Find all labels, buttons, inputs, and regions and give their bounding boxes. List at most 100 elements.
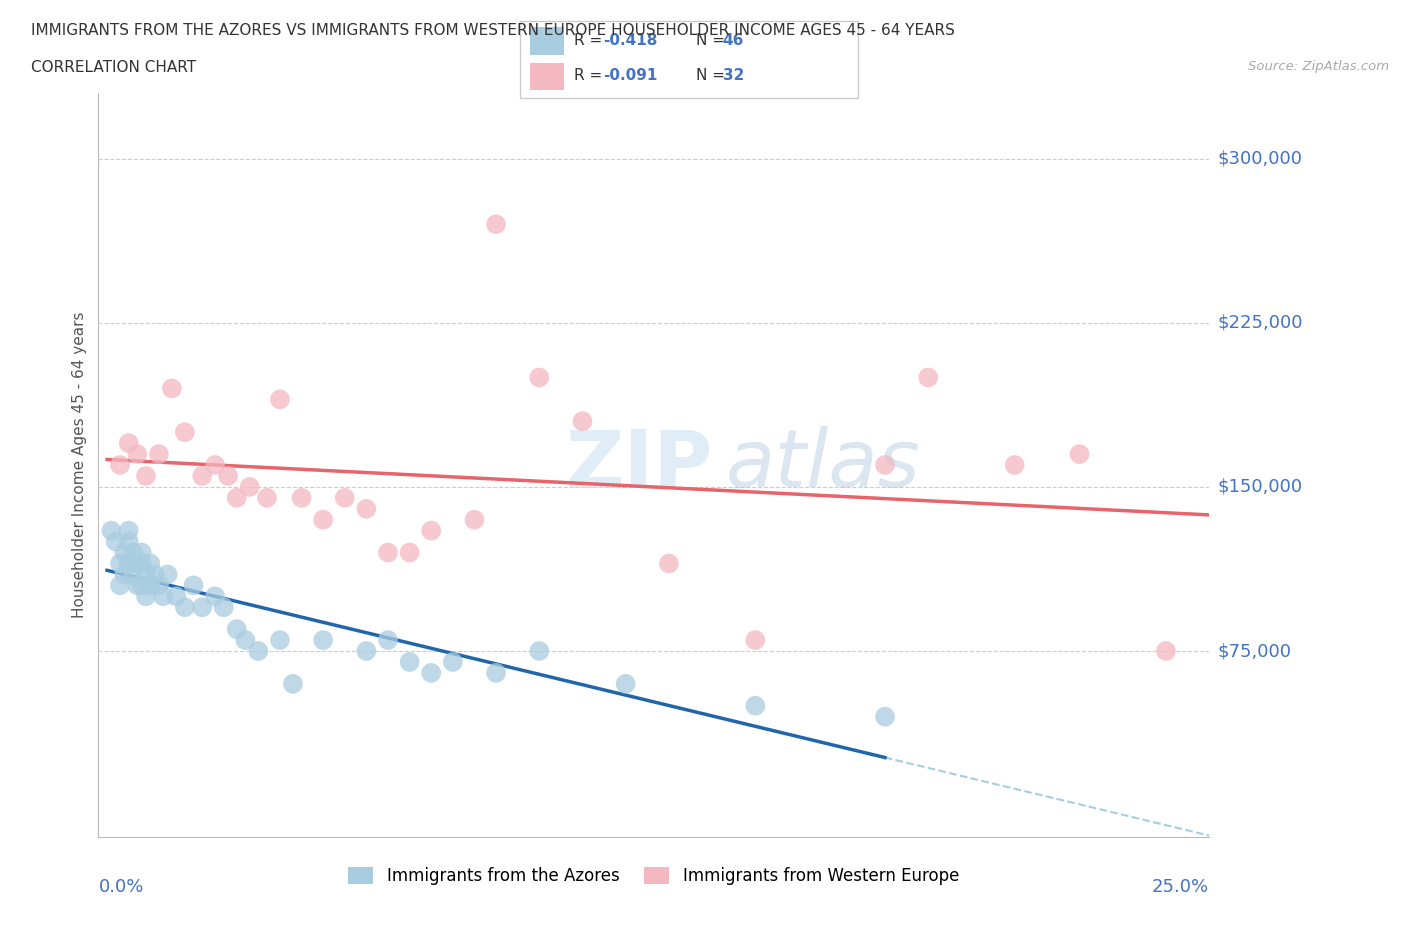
Point — [212, 600, 235, 615]
Point — [131, 545, 153, 560]
Point — [191, 600, 214, 615]
Point — [485, 666, 508, 681]
Text: N =: N = — [696, 69, 730, 84]
Point — [127, 556, 149, 571]
Text: Source: ZipAtlas.com: Source: ZipAtlas.com — [1249, 60, 1389, 73]
Point — [281, 676, 304, 691]
Point — [420, 524, 443, 538]
Point — [239, 480, 262, 495]
Point — [463, 512, 485, 527]
Point — [100, 524, 122, 538]
Text: R =: R = — [574, 33, 607, 48]
Point — [744, 698, 766, 713]
Point — [118, 524, 141, 538]
Text: 0.0%: 0.0% — [98, 878, 143, 896]
Point — [165, 589, 187, 604]
Point — [256, 490, 278, 505]
Point — [104, 534, 127, 549]
Point — [1004, 458, 1026, 472]
Text: 46: 46 — [723, 33, 744, 48]
Point — [1069, 446, 1091, 461]
Point — [269, 632, 291, 647]
Y-axis label: Householder Income Ages 45 - 64 years: Householder Income Ages 45 - 64 years — [72, 312, 87, 618]
Point — [173, 600, 195, 615]
Text: $300,000: $300,000 — [1218, 150, 1302, 167]
Point — [135, 567, 157, 582]
Point — [1154, 644, 1177, 658]
Point — [217, 469, 239, 484]
Point — [529, 644, 551, 658]
Point — [917, 370, 939, 385]
Bar — [530, 28, 564, 55]
Text: atlas: atlas — [725, 426, 921, 504]
Point — [139, 556, 162, 571]
Point — [118, 556, 141, 571]
Point — [377, 632, 399, 647]
Point — [173, 425, 195, 440]
Text: $75,000: $75,000 — [1218, 642, 1292, 660]
Text: N =: N = — [696, 33, 730, 48]
Point — [148, 578, 170, 592]
Point — [529, 370, 551, 385]
Point — [112, 545, 135, 560]
Text: R =: R = — [574, 69, 607, 84]
Text: $225,000: $225,000 — [1218, 313, 1303, 332]
Point — [118, 534, 141, 549]
Point — [135, 469, 157, 484]
Legend: Immigrants from the Azores, Immigrants from Western Europe: Immigrants from the Azores, Immigrants f… — [342, 860, 966, 892]
Point — [485, 217, 508, 232]
Point — [135, 589, 157, 604]
Point — [127, 578, 149, 592]
Point — [118, 435, 141, 450]
Point — [614, 676, 637, 691]
Text: IMMIGRANTS FROM THE AZORES VS IMMIGRANTS FROM WESTERN EUROPE HOUSEHOLDER INCOME : IMMIGRANTS FROM THE AZORES VS IMMIGRANTS… — [31, 23, 955, 38]
Point — [191, 469, 214, 484]
Point — [131, 556, 153, 571]
Point — [571, 414, 593, 429]
Text: CORRELATION CHART: CORRELATION CHART — [31, 60, 195, 75]
Point — [247, 644, 270, 658]
Point — [143, 567, 166, 582]
Text: -0.091: -0.091 — [603, 69, 657, 84]
Point — [377, 545, 399, 560]
Point — [122, 545, 145, 560]
Point — [131, 578, 153, 592]
Point — [183, 578, 205, 592]
Point — [398, 545, 420, 560]
Point — [235, 632, 257, 647]
Text: -0.418: -0.418 — [603, 33, 657, 48]
Point — [420, 666, 443, 681]
Point — [398, 655, 420, 670]
Point — [312, 512, 335, 527]
Point — [122, 567, 145, 582]
Point — [108, 578, 131, 592]
Point — [148, 446, 170, 461]
FancyBboxPatch shape — [520, 21, 858, 98]
Point — [225, 621, 247, 636]
Text: 25.0%: 25.0% — [1152, 878, 1209, 896]
Point — [744, 632, 766, 647]
Point — [441, 655, 464, 670]
Text: ZIP: ZIP — [565, 426, 713, 504]
Text: $150,000: $150,000 — [1218, 478, 1302, 496]
Point — [356, 501, 378, 516]
Point — [225, 490, 247, 505]
Point — [108, 458, 131, 472]
Point — [269, 392, 291, 406]
Bar — [530, 62, 564, 90]
Point — [108, 556, 131, 571]
Point — [156, 567, 179, 582]
Point — [152, 589, 174, 604]
Point — [290, 490, 312, 505]
Point — [312, 632, 335, 647]
Point — [356, 644, 378, 658]
Point — [139, 578, 162, 592]
Point — [127, 446, 149, 461]
Point — [658, 556, 681, 571]
Point — [873, 710, 896, 724]
Point — [204, 589, 226, 604]
Point — [333, 490, 356, 505]
Point — [873, 458, 896, 472]
Point — [160, 381, 183, 396]
Point — [204, 458, 226, 472]
